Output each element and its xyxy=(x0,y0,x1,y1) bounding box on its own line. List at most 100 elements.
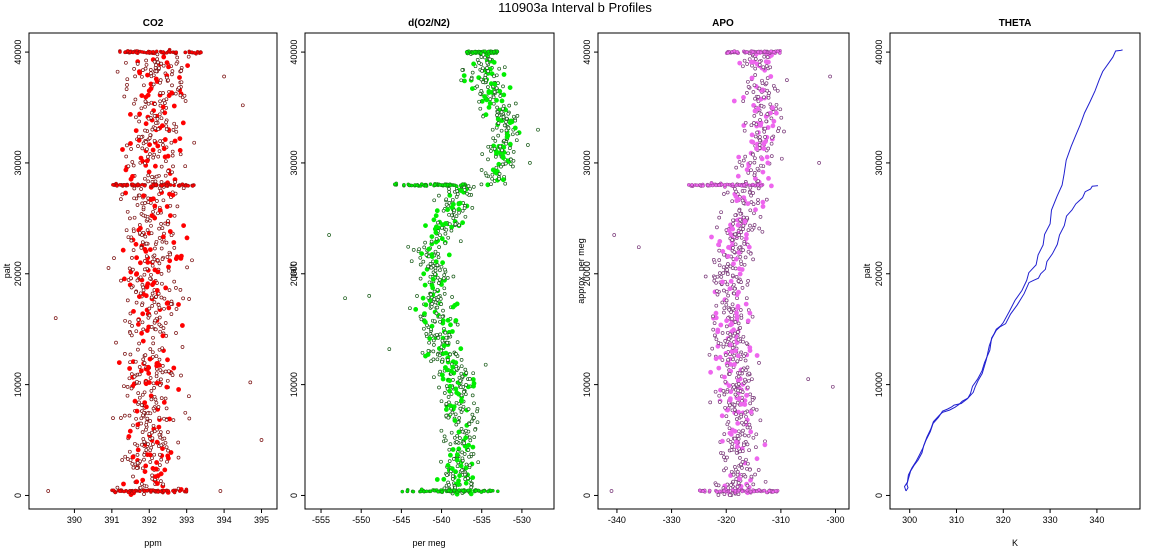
data-point xyxy=(135,447,141,453)
data-point xyxy=(138,275,143,280)
x-tick-label: -555 xyxy=(312,515,330,525)
data-point xyxy=(156,154,161,159)
data-point xyxy=(125,183,130,188)
data-point xyxy=(765,55,770,59)
data-point xyxy=(713,389,718,394)
data-point xyxy=(120,247,126,253)
data-point xyxy=(745,282,750,287)
data-point xyxy=(722,392,727,397)
data-point xyxy=(775,88,780,93)
data-point xyxy=(766,95,771,100)
data-point xyxy=(448,322,453,328)
data-point xyxy=(151,423,156,428)
data-point xyxy=(481,80,485,84)
data-point xyxy=(152,114,157,118)
data-point xyxy=(469,419,474,424)
data-point xyxy=(174,129,179,134)
data-point xyxy=(436,336,441,340)
data-point xyxy=(161,63,166,68)
data-point xyxy=(740,431,745,436)
data-point xyxy=(150,127,155,132)
data-point xyxy=(160,333,166,339)
data-point xyxy=(146,442,150,446)
data-point xyxy=(462,452,467,456)
data-point xyxy=(748,223,752,228)
data-point xyxy=(506,126,511,131)
data-point xyxy=(752,173,757,178)
data-point xyxy=(431,357,436,362)
data-point xyxy=(734,412,738,417)
y-tick-label: 0 xyxy=(582,493,592,498)
data-point xyxy=(150,259,155,264)
data-point xyxy=(743,433,747,438)
data-point xyxy=(762,54,767,59)
data-point xyxy=(168,252,173,257)
data-point xyxy=(724,298,729,303)
data-point xyxy=(447,192,453,198)
y-tick-label: 0 xyxy=(874,493,884,498)
data-point xyxy=(729,310,733,314)
data-point xyxy=(156,127,161,132)
data-point xyxy=(769,141,774,146)
data-point xyxy=(709,181,714,185)
data-point xyxy=(139,246,144,250)
data-point xyxy=(469,86,475,91)
data-point xyxy=(712,333,717,338)
data-point xyxy=(158,139,162,143)
outlier-point xyxy=(259,438,264,442)
data-point xyxy=(429,234,435,239)
data-point xyxy=(761,65,766,70)
data-point xyxy=(127,112,133,117)
data-point xyxy=(429,359,433,364)
data-point xyxy=(140,146,145,151)
data-point xyxy=(726,383,732,389)
data-point xyxy=(459,358,464,362)
data-point xyxy=(160,281,164,286)
data-point xyxy=(176,455,181,460)
lines-theta xyxy=(903,49,1123,492)
data-point xyxy=(449,466,455,472)
data-point xyxy=(751,191,755,195)
data-point xyxy=(441,276,446,281)
data-point xyxy=(166,264,171,270)
data-point xyxy=(159,457,164,462)
data-point xyxy=(146,200,151,204)
data-point xyxy=(155,258,160,263)
data-point xyxy=(443,438,448,443)
data-point xyxy=(135,278,140,283)
data-point xyxy=(458,463,464,469)
data-point xyxy=(155,143,161,149)
data-point xyxy=(708,369,713,375)
data-point xyxy=(438,268,442,273)
data-point xyxy=(465,191,469,196)
data-point xyxy=(125,49,130,53)
data-point xyxy=(140,338,146,344)
data-point xyxy=(142,492,146,496)
data-point xyxy=(132,374,137,379)
data-point xyxy=(460,450,464,455)
data-point xyxy=(149,272,153,277)
data-point xyxy=(470,70,475,75)
data-point xyxy=(728,332,733,337)
data-point xyxy=(435,263,440,267)
data-point xyxy=(725,455,729,460)
data-point xyxy=(429,239,434,244)
data-point xyxy=(526,143,530,147)
data-point xyxy=(177,489,182,493)
panel-title-apo: APO xyxy=(712,18,734,29)
data-point xyxy=(462,390,466,394)
data-point xyxy=(778,107,783,112)
data-point xyxy=(721,344,726,349)
data-point xyxy=(742,241,747,246)
data-point xyxy=(444,335,449,340)
data-point xyxy=(141,357,146,362)
data-point xyxy=(159,479,163,483)
data-point xyxy=(145,50,150,55)
y-tick-label: 0 xyxy=(13,493,23,498)
data-point xyxy=(742,58,747,63)
data-point xyxy=(746,378,751,383)
data-point xyxy=(160,370,165,375)
data-point xyxy=(422,245,427,250)
data-point xyxy=(135,62,140,66)
data-point xyxy=(507,85,513,90)
